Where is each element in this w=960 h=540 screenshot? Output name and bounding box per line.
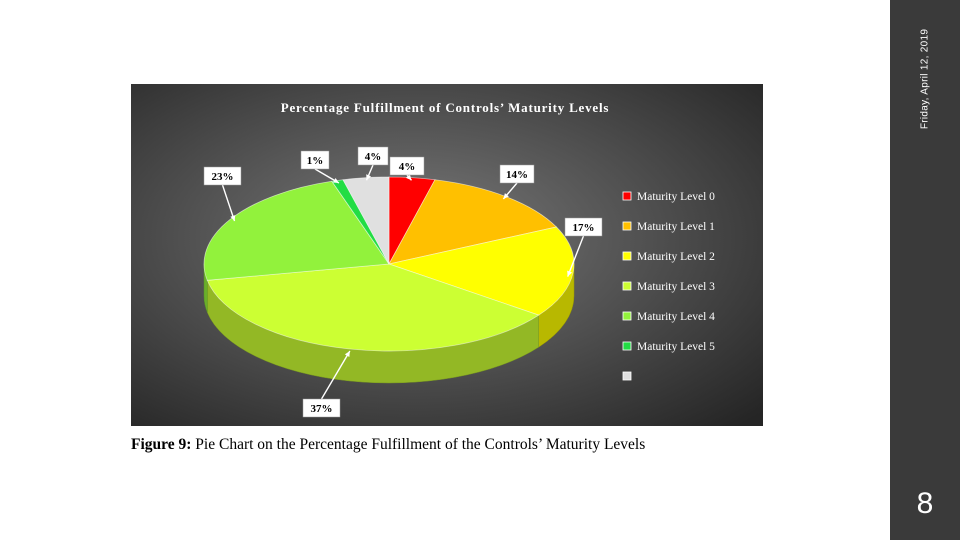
- legend-label-1: Maturity Level 1: [637, 221, 715, 233]
- chart-title: Percentage Fulfillment of Controls’ Matu…: [281, 100, 610, 115]
- legend-swatch-3: [622, 281, 632, 291]
- date-text: Friday, April 12, 2019: [919, 28, 931, 130]
- data-label-box-1: [499, 164, 535, 184]
- legend-label-2: Maturity Level 2: [637, 251, 715, 263]
- callout-line-3: [320, 350, 351, 400]
- pie-slice-4: [203, 180, 390, 281]
- legend-swatch-6: [622, 371, 632, 381]
- chart-image: Percentage Fulfillment of Controls’ Matu…: [131, 84, 763, 426]
- callout-arrow-1: [503, 193, 509, 199]
- data-label-6: 4%: [365, 151, 382, 163]
- callout-arrow-4: [230, 215, 236, 222]
- data-label-box-2: [564, 217, 603, 237]
- legend-label-4: Maturity Level 4: [637, 311, 715, 323]
- callout-arrow-3: [344, 351, 350, 357]
- data-label-0: 4%: [399, 161, 416, 173]
- data-label-box-4: [203, 166, 242, 186]
- callout-line-4: [221, 184, 236, 222]
- callout-arrow-0: [406, 174, 412, 181]
- legend-label-3: Maturity Level 3: [637, 281, 715, 293]
- data-label-box-6: [357, 146, 389, 166]
- pie-slice-2: [387, 226, 575, 316]
- caption-text: Pie Chart on the Percentage Fulfillment …: [191, 436, 646, 453]
- legend-swatch-5: [622, 341, 632, 351]
- legend-swatch-0: [622, 191, 632, 201]
- data-label-box-0: [389, 156, 425, 176]
- figure-caption: Figure 9: Pie Chart on the Percentage Fu…: [131, 436, 645, 454]
- data-label-3: 37%: [311, 403, 333, 415]
- sidebar: [890, 0, 960, 540]
- callout-arrow-6: [366, 174, 372, 181]
- data-label-1: 14%: [506, 169, 528, 181]
- pie-slice-3: [206, 263, 540, 352]
- page-number: 8: [916, 487, 934, 520]
- data-label-2: 17%: [573, 222, 595, 234]
- caption-label: Figure 9:: [131, 436, 192, 453]
- data-label-box-5: [300, 150, 330, 170]
- date-label: Friday, April 12, 2019: [912, 24, 938, 134]
- legend-swatch-1: [622, 221, 632, 231]
- data-label-4: 23%: [212, 171, 234, 183]
- legend-swatch-4: [622, 311, 632, 321]
- callout-arrow-2: [567, 270, 573, 277]
- data-label-5: 1%: [307, 155, 324, 167]
- legend-label-5: Maturity Level 5: [637, 341, 715, 353]
- pie-slice-6: [342, 176, 390, 265]
- legend-label-0: Maturity Level 0: [637, 191, 715, 203]
- callout-line-2: [567, 235, 585, 277]
- pie-chart: Percentage Fulfillment of Controls’ Matu…: [131, 84, 763, 426]
- legend-swatch-2: [622, 251, 632, 261]
- callout-arrow-5: [332, 177, 339, 183]
- data-label-box-3: [302, 398, 341, 418]
